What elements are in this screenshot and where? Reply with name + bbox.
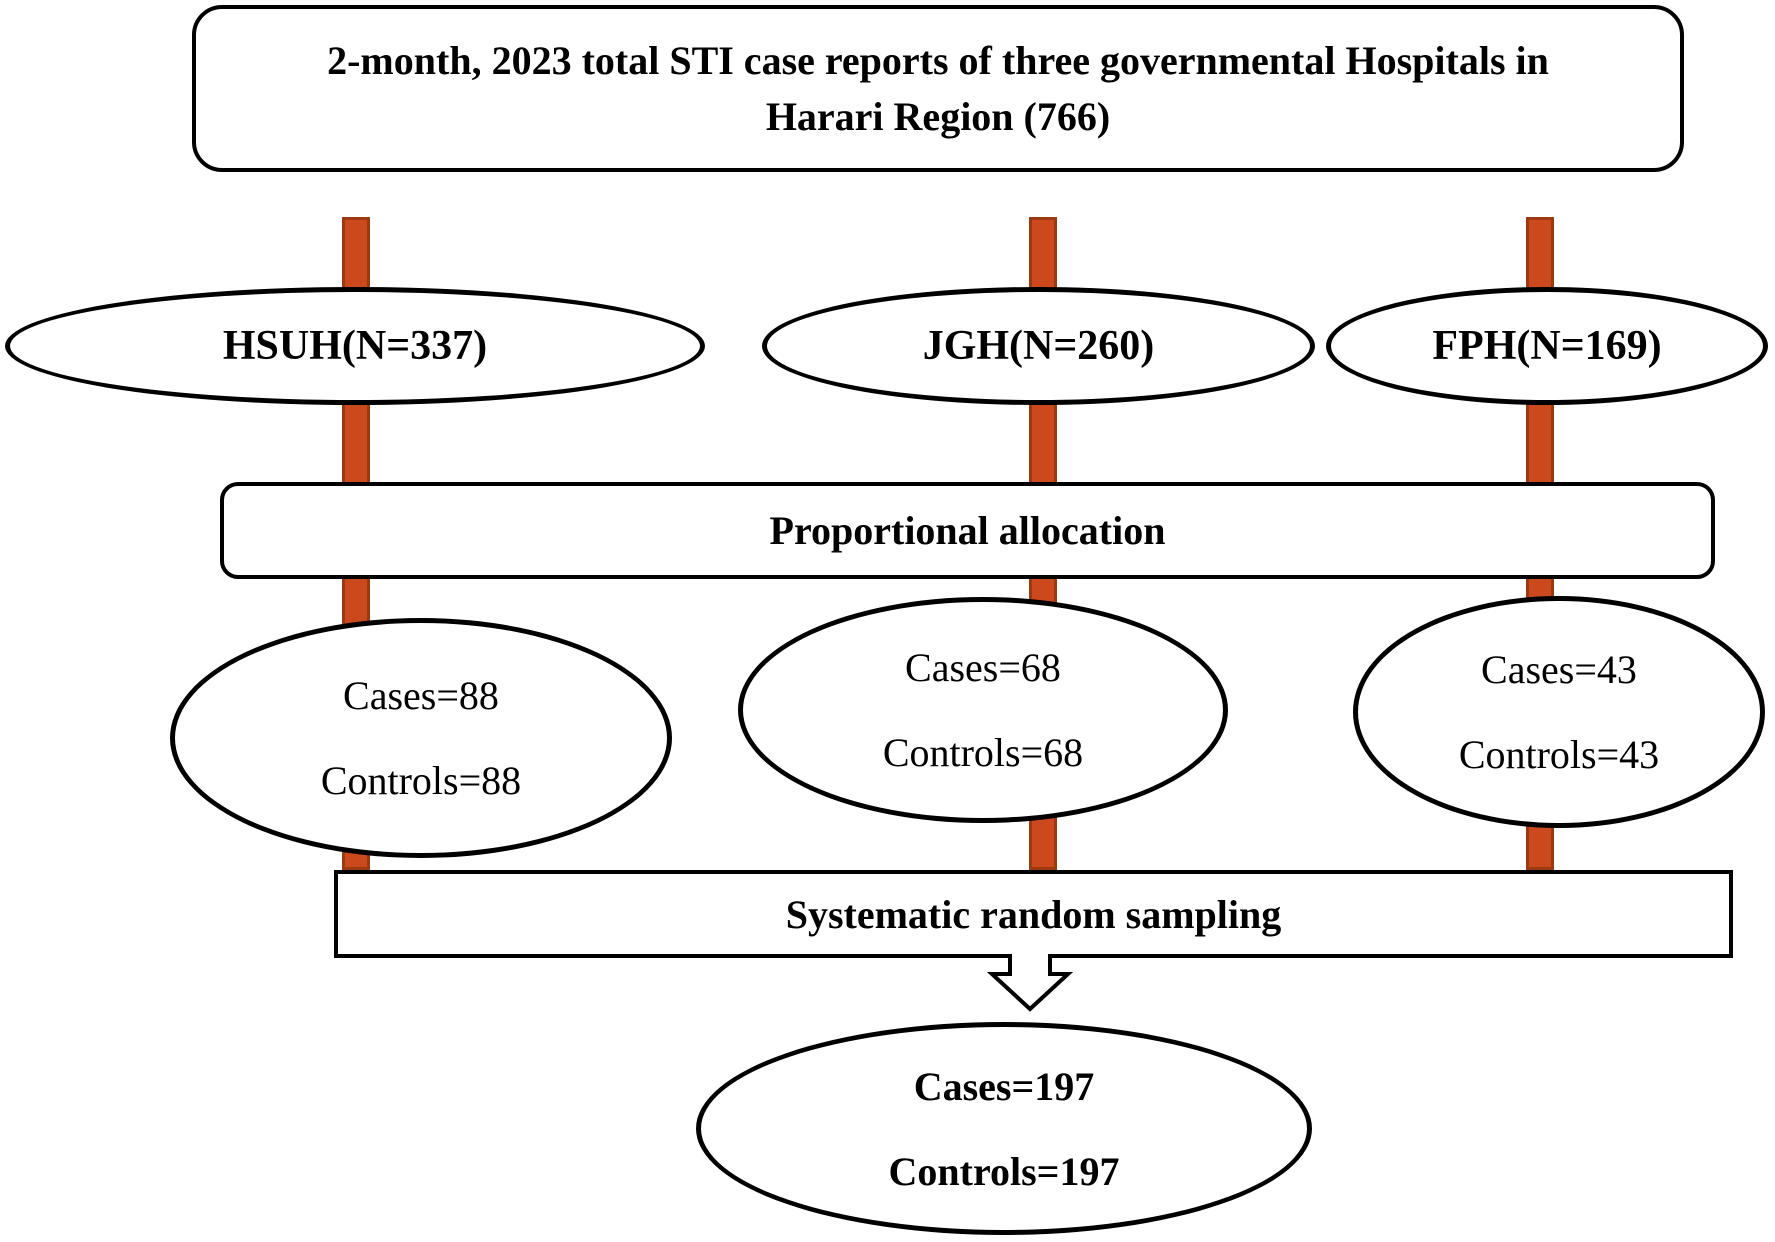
hospital-ellipse-hsuh: HSUH(N=337) <box>5 287 705 405</box>
total-controls: Controls=197 <box>888 1148 1120 1194</box>
allocation-ellipse-hsuh: Cases=88 Controls=88 <box>170 618 672 858</box>
title-line-1: 2-month, 2023 total STI case reports of … <box>327 37 1549 83</box>
allocation-controls-jgh: Controls=68 <box>882 730 1084 775</box>
hospital-ellipse-jgh: JGH(N=260) <box>762 287 1315 405</box>
hospital-label-hsuh: HSUH(N=337) <box>222 323 488 369</box>
allocation-ellipse-jgh: Cases=68 Controls=68 <box>738 597 1228 823</box>
allocation-cases-fph: Cases=43 <box>1481 647 1637 692</box>
systematic-sampling-label: Systematic random sampling <box>785 891 1282 937</box>
allocation-controls-fph: Controls=43 <box>1458 732 1660 777</box>
allocation-cases-jgh: Cases=68 <box>905 645 1061 690</box>
total-cases: Cases=197 <box>913 1063 1095 1109</box>
allocation-ellipse-fph: Cases=43 Controls=43 <box>1353 596 1765 828</box>
title-line-2: Harari Region (766) <box>765 93 1111 139</box>
allocation-cases-hsuh: Cases=88 <box>343 673 499 718</box>
proportional-allocation-box: Proportional allocation <box>220 482 1715 579</box>
hospital-label-jgh: JGH(N=260) <box>922 323 1155 369</box>
down-arrow-icon <box>986 954 1074 1012</box>
systematic-sampling-box: Systematic random sampling <box>334 870 1733 958</box>
title-box: 2-month, 2023 total STI case reports of … <box>192 5 1684 172</box>
hospital-label-fph: FPH(N=169) <box>1432 323 1662 369</box>
total-ellipse: Cases=197 Controls=197 <box>696 1022 1312 1235</box>
proportional-allocation-label: Proportional allocation <box>769 508 1166 553</box>
allocation-controls-hsuh: Controls=88 <box>320 758 522 803</box>
hospital-ellipse-fph: FPH(N=169) <box>1326 287 1768 405</box>
